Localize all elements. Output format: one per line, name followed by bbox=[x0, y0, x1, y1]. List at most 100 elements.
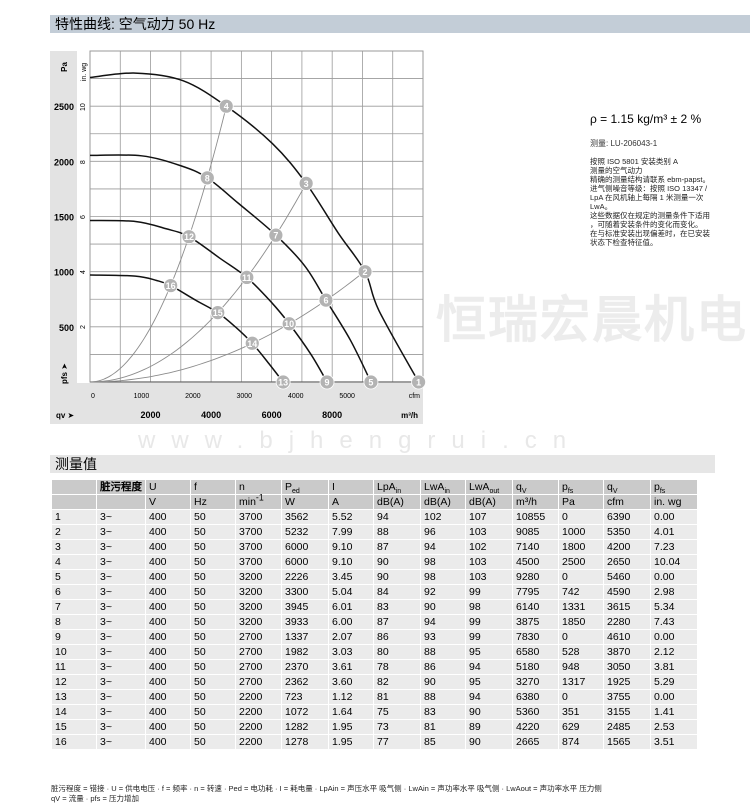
table-cell: 9085 bbox=[512, 524, 559, 540]
column-header-text: LwA bbox=[469, 481, 490, 493]
column-header: min-1 bbox=[235, 493, 282, 510]
table-row: 9 3~ 400 50 2700 1337 2.07 86 93 99 7830 0 4610 0.00 bbox=[51, 629, 698, 645]
x-tick-label: 4000 bbox=[201, 410, 221, 420]
table-row: 8 3~ 400 50 3200 3933 6.00 87 94 99 3875 1850 2280 7.… bbox=[51, 614, 698, 630]
table-cell: 3200 bbox=[235, 584, 282, 600]
table-cell: 3~ bbox=[96, 614, 146, 630]
table-cell: 3300 bbox=[281, 584, 329, 600]
table-cell: 3870 bbox=[603, 644, 651, 660]
table-cell: 2665 bbox=[512, 734, 559, 750]
table-cell: 3.60 bbox=[328, 674, 374, 690]
y2-tick-label: 6 bbox=[80, 215, 87, 219]
operating-point-marker bbox=[298, 175, 314, 191]
table-cell: 4610 bbox=[603, 629, 651, 645]
table-cell: 95 bbox=[465, 644, 513, 660]
table-row: 12 3~ 400 50 2700 2362 3.60 82 90 95 3270 1317 1925 5… bbox=[51, 674, 698, 690]
table-cell: 400 bbox=[145, 554, 191, 570]
column-header-text: I bbox=[332, 481, 335, 493]
table-cell: 50 bbox=[190, 644, 236, 660]
table-cell: 1982 bbox=[281, 644, 329, 660]
operating-point-label: 13 bbox=[278, 378, 288, 388]
table-cell: 400 bbox=[145, 569, 191, 585]
table-cell: 5460 bbox=[603, 569, 651, 585]
table-cell: 90 bbox=[373, 554, 421, 570]
table-cell: 3050 bbox=[603, 659, 651, 675]
table-cell: 400 bbox=[145, 644, 191, 660]
table-cell: 400 bbox=[145, 674, 191, 690]
table-cell: 6000 bbox=[281, 539, 329, 555]
table-cell: 1072 bbox=[281, 704, 329, 720]
table-cell: 400 bbox=[145, 509, 191, 525]
operating-point-marker bbox=[210, 305, 226, 321]
table-cell: 50 bbox=[190, 524, 236, 540]
table-cell: 4590 bbox=[603, 584, 651, 600]
table-cell: 2650 bbox=[603, 554, 651, 570]
table-cell: 2200 bbox=[235, 734, 282, 750]
legend-line-1: 脏污程度 = 错接 · U = 供电电压 · f = 频率 · n = 转速 ·… bbox=[51, 784, 602, 793]
table-cell: 3~ bbox=[96, 569, 146, 585]
table-cell: 3700 bbox=[235, 554, 282, 570]
table-cell: 50 bbox=[190, 569, 236, 585]
table-cell: 3.03 bbox=[328, 644, 374, 660]
table-cell: 7140 bbox=[512, 539, 559, 555]
table-cell: 351 bbox=[558, 704, 604, 720]
table-cell: 6580 bbox=[512, 644, 559, 660]
column-header: V bbox=[145, 494, 191, 510]
x2-tick-label: 1000 bbox=[134, 393, 150, 400]
table-cell: 7.23 bbox=[650, 539, 698, 555]
table-cell: 2200 bbox=[235, 689, 282, 705]
table-cell: 4220 bbox=[512, 719, 559, 735]
fan-curve bbox=[89, 274, 284, 383]
table-cell: 3155 bbox=[603, 704, 651, 720]
table-cell: 6000 bbox=[281, 554, 329, 570]
table-cell: 92 bbox=[420, 584, 466, 600]
table-cell: 1.64 bbox=[328, 704, 374, 720]
operating-point-label: 16 bbox=[166, 281, 176, 291]
table-cell: 0 bbox=[558, 629, 604, 645]
column-header-text: P bbox=[285, 481, 293, 493]
table-cell: 3700 bbox=[235, 539, 282, 555]
y-axis-band bbox=[50, 51, 77, 424]
y-tick-label: 2000 bbox=[54, 157, 74, 167]
table-cell: 2226 bbox=[281, 569, 329, 585]
column-header-text: LpA bbox=[377, 481, 396, 493]
table-row: 4 3~ 400 50 3700 6000 9.10 90 98 103 4500 2500 2650 1… bbox=[51, 554, 698, 570]
table-cell: 94 bbox=[420, 539, 466, 555]
table-cell: 2.12 bbox=[650, 644, 698, 660]
column-header-text: min bbox=[239, 496, 256, 508]
table-cell: 400 bbox=[145, 629, 191, 645]
table-cell: 400 bbox=[145, 599, 191, 615]
table-cell: 50 bbox=[190, 674, 236, 690]
table-cell: 90 bbox=[420, 599, 466, 615]
table-cell: 81 bbox=[420, 719, 466, 735]
table-cell: 3755 bbox=[603, 689, 651, 705]
column-header: n bbox=[235, 479, 282, 495]
table-cell: 6 bbox=[51, 584, 97, 600]
table-cell: 7.43 bbox=[650, 614, 698, 630]
table-cell: 5232 bbox=[281, 524, 329, 540]
table-cell: 4.01 bbox=[650, 524, 698, 540]
column-header-index: in bbox=[395, 488, 402, 496]
table-cell: 0.00 bbox=[650, 569, 698, 585]
table-row: 15 3~ 400 50 2200 1282 1.95 73 81 89 4220 629 2485 2.… bbox=[51, 719, 698, 735]
table-cell: 107 bbox=[465, 509, 513, 525]
table-cell: 10.04 bbox=[650, 554, 698, 570]
table-cell: 98 bbox=[465, 599, 513, 615]
x-axis-band bbox=[50, 383, 423, 424]
table-cell: 83 bbox=[373, 599, 421, 615]
table-cell: 103 bbox=[465, 569, 513, 585]
table-cell: 50 bbox=[190, 704, 236, 720]
table-cell: 3.81 bbox=[650, 659, 698, 675]
table-cell: 90 bbox=[465, 734, 513, 750]
table-cell: 723 bbox=[281, 689, 329, 705]
table-cell: 50 bbox=[190, 689, 236, 705]
table-cell: 400 bbox=[145, 524, 191, 540]
table-row: 16 3~ 400 50 2200 1278 1.95 77 85 90 2665 874 1565 3.… bbox=[51, 734, 698, 750]
column-header-index: fs bbox=[659, 488, 666, 496]
table-cell: 1800 bbox=[558, 539, 604, 555]
table-cell: 95 bbox=[465, 674, 513, 690]
table-cell: 2.07 bbox=[328, 629, 374, 645]
column-header-text: dB(A) bbox=[469, 496, 496, 508]
column-header bbox=[51, 494, 97, 510]
